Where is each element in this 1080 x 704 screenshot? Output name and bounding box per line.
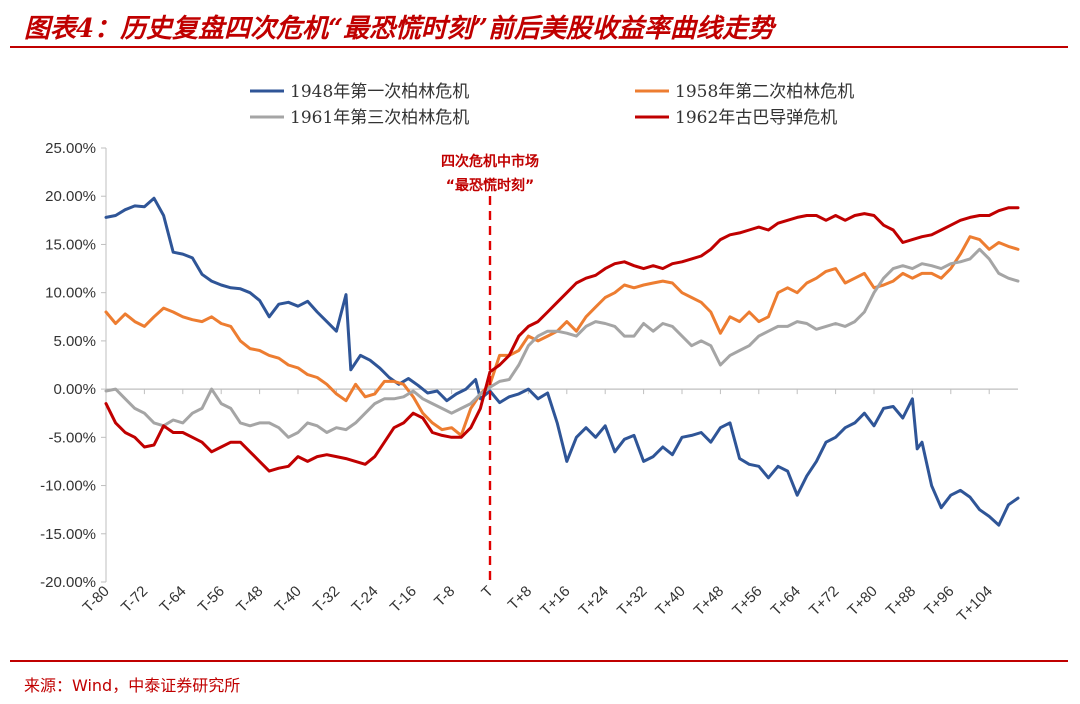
x-tick-label: T-24 (348, 583, 381, 616)
x-tick-label: T+32 (614, 583, 650, 619)
chart-legend: 1948年第一次柏林危机 1958年第二次柏林危机 1961年第三次柏林危机 1962… (250, 82, 854, 128)
x-tick-label: T+56 (729, 583, 765, 619)
annotation-layer: 四次危机中市场 “最恐慌时刻” (441, 153, 539, 582)
annotation-line-2: “最恐慌时刻” (446, 177, 534, 194)
x-tick-label: T (478, 583, 497, 602)
x-tick-label: T+40 (652, 583, 688, 619)
legend-label-4: 1962年古巴导弹危机 (675, 108, 837, 128)
x-tick-label: T-56 (195, 583, 228, 616)
y-tick-label: 20.00% (45, 188, 96, 205)
title-divider (10, 46, 1068, 48)
x-tick-label: T-16 (387, 583, 420, 616)
axes-layer: 25.00% 20.00% 15.00% 10.00% 5.00% 0.00% -5.00%… (40, 140, 1018, 625)
x-tick-label: T-40 (272, 583, 305, 616)
x-tick-label: T+8 (505, 583, 536, 614)
legend-label-2: 1958年第二次柏林危机 (675, 82, 854, 102)
y-tick-label: 15.00% (45, 236, 96, 253)
y-tick-label: -20.00% (40, 574, 96, 591)
y-tick-label: 5.00% (53, 333, 96, 350)
page-title: 图表4：历史复盘四次危机“最恐慌时刻”前后美股收益率曲线走势 (24, 14, 775, 44)
series-line-1 (104, 196, 1020, 527)
legend-label-3: 1961年第三次柏林危机 (290, 108, 469, 128)
legend-label-1: 1948年第一次柏林危机 (290, 82, 469, 102)
x-tick-label: T-8 (431, 583, 458, 610)
y-tick-label: -5.00% (48, 429, 96, 446)
x-tick-label: T-64 (156, 583, 189, 616)
x-tick-label: T+96 (921, 583, 957, 619)
x-tick-label: T+16 (537, 583, 573, 619)
y-tick-label: 0.00% (53, 381, 96, 398)
x-tick-label: T+88 (883, 583, 919, 619)
x-tick-label: T-72 (118, 583, 151, 616)
y-tick-label: -15.00% (40, 526, 96, 543)
x-tick-label: T+48 (691, 583, 727, 619)
y-tick-label: -10.00% (40, 478, 96, 495)
y-tick-label: 25.00% (45, 140, 96, 157)
x-tick-label: T+80 (844, 583, 880, 619)
source-note: 来源：Wind，中泰证券研究所 (24, 676, 241, 695)
x-tick-label: T+24 (576, 583, 612, 619)
annotation-line-1: 四次危机中市场 (441, 153, 539, 170)
series-line-4 (104, 206, 1020, 473)
x-tick-label: T-48 (233, 583, 266, 616)
series-line-3 (104, 247, 1020, 439)
x-tick-label: T+104 (954, 583, 996, 625)
series-layer (104, 196, 1020, 527)
x-tick-label: T-32 (310, 583, 343, 616)
x-tick-label: T+64 (768, 583, 804, 619)
series-line-2 (104, 235, 1020, 437)
footer-divider (10, 660, 1068, 662)
line-chart: 25.00% 20.00% 15.00% 10.00% 5.00% 0.00% -5.00%… (40, 82, 1020, 625)
y-tick-label: 10.00% (45, 285, 96, 302)
x-tick-label: T+72 (806, 583, 842, 619)
